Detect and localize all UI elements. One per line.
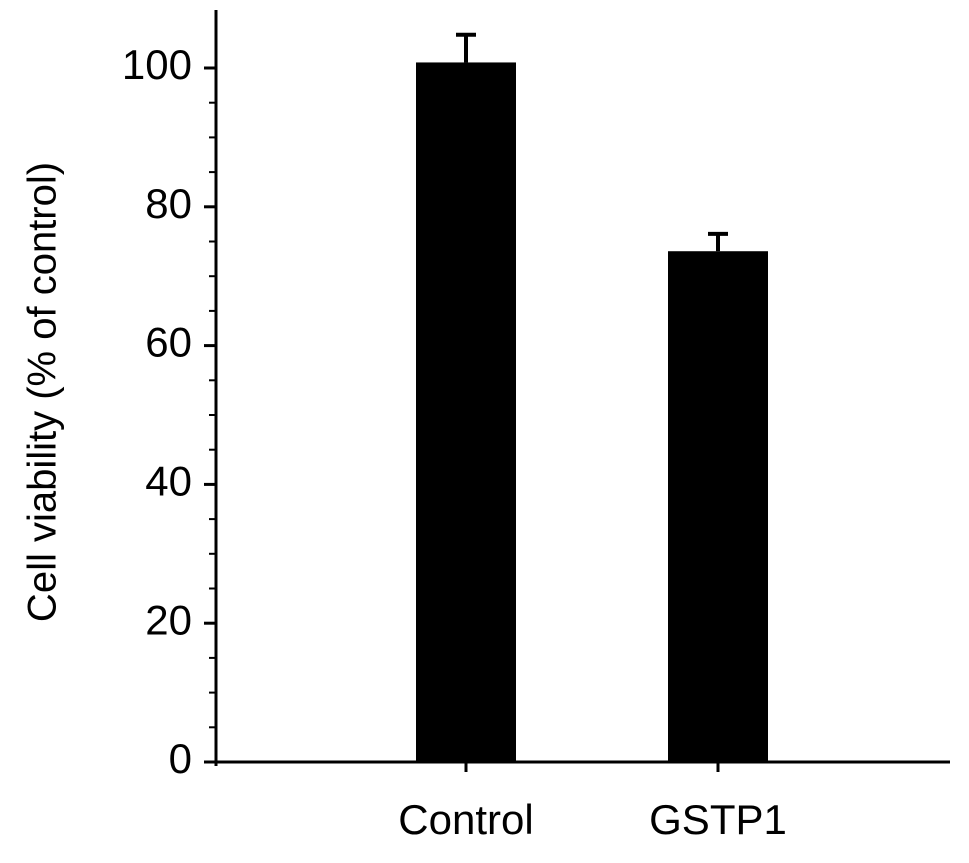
y-axis-title: Cell viability (% of control) <box>21 162 65 622</box>
x-category-label: Control <box>398 796 533 843</box>
y-tick-label: 100 <box>122 41 192 88</box>
plot-area: 0 20 40 60 80 100 Control GSTP1 <box>122 10 950 843</box>
y-tick-label: 20 <box>145 596 192 643</box>
bar <box>668 251 768 762</box>
y-axis-title-group: Cell viability (% of control) <box>21 162 65 622</box>
bar <box>416 62 516 762</box>
y-tick-label: 0 <box>169 735 192 782</box>
y-tick-label: 40 <box>145 457 192 504</box>
x-category-label: GSTP1 <box>649 796 787 843</box>
y-tick-label: 80 <box>145 180 192 227</box>
y-tick-label: 60 <box>145 319 192 366</box>
